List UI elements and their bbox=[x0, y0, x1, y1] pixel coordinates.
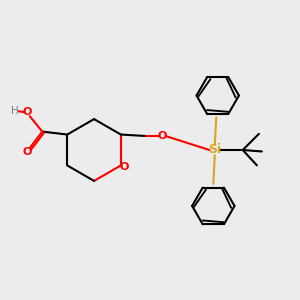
Text: O: O bbox=[23, 147, 32, 157]
Text: H: H bbox=[11, 106, 19, 116]
Text: O: O bbox=[120, 162, 129, 172]
Text: O: O bbox=[23, 107, 32, 117]
Text: O: O bbox=[158, 131, 167, 141]
Text: Si: Si bbox=[208, 143, 221, 157]
